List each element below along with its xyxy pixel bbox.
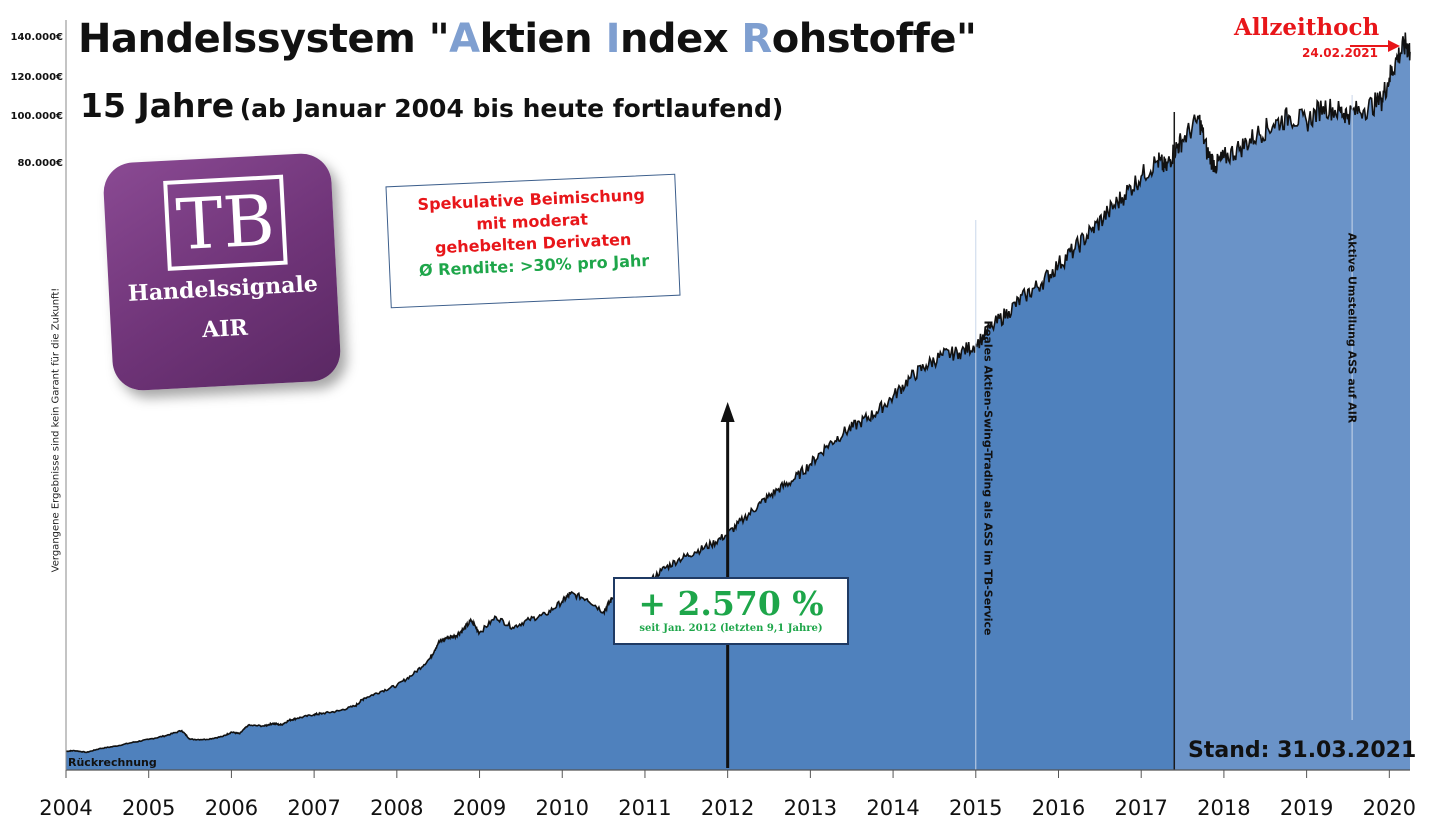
chart-subtitle: 15 Jahre (ab Januar 2004 bis heute fortl… [80,86,784,125]
x-tick-label: 2019 [1280,796,1333,820]
y-tick-label: 80.000€ [17,158,63,169]
chart-title: Handelssystem "Aktien Index Rohstoffe" [78,16,977,62]
x-tick-label: 2017 [1114,796,1167,820]
y-tick-labels: 140.000€ 120.000€ 100.000€ 80.000€ [10,32,63,169]
y-tick-label: 100.000€ [10,111,63,122]
x-tick-label: 2015 [949,796,1002,820]
x-tick-label: 2005 [122,796,175,820]
ath-arrow-head [1388,40,1400,52]
tb-logo-letters: TB [174,179,277,267]
phase1-label: Reales Aktien-Swing-Trading als ASS im T… [981,320,995,636]
logo-line1: Handelssignale [127,271,319,307]
x-tick-label: 2008 [370,796,423,820]
performance-subtext: seit Jan. 2012 (letzten 9,1 Jahre) [639,623,823,634]
x-tick-label: 2010 [536,796,589,820]
series-area-recent [1174,32,1410,770]
x-tick-labels: 2004 2005 2006 2007 2008 2009 2010 2011 2012 2013… [39,770,1416,820]
x-tick-label: 2018 [1197,796,1250,820]
phase2-label: Aktive Umstellung ASS auf AIR [1345,232,1359,424]
performance-box: + 2.570 % seit Jan. 2012 (letzten 9,1 Ja… [613,577,849,645]
info-box: Spekulative Beimischung mit moderat gehe… [385,173,681,309]
x-tick-label: 2004 [39,796,92,820]
stand-label: Stand: 31.03.2021 [1188,738,1417,763]
x-tick-label: 2013 [784,796,837,820]
performance-value: + 2.570 % [638,584,824,623]
x-tick-label: 2007 [287,796,340,820]
x-tick-label: 2020 [1363,796,1416,820]
ath-label: Allzeithoch [1234,14,1380,41]
y-tick-label: 120.000€ [10,72,63,83]
x-tick-label: 2016 [1032,796,1085,820]
series-layer [66,32,1411,770]
x-tick-label: 2009 [453,796,506,820]
series-line [66,32,1411,754]
y-tick-label: 140.000€ [10,32,63,43]
arrow-2012-head [720,402,735,422]
x-tick-label: 2012 [701,796,754,820]
logo-line2: AIR [201,314,249,344]
disclaimer-note: Vergangene Ergebnisse sind kein Garant f… [50,287,62,573]
axis-layer [65,20,1410,771]
tb-logo: TB Handelssignale AIR [102,152,342,392]
x-tick-label: 2006 [205,796,258,820]
tb-logo-frame: TB [163,174,288,271]
x-tick-label: 2011 [618,796,671,820]
x-tick-label: 2014 [866,796,919,820]
ath-date: 24.02.2021 [1302,46,1378,60]
rueckrechnung-label: Rückrechnung [68,756,157,769]
series-area-main [66,144,1175,770]
